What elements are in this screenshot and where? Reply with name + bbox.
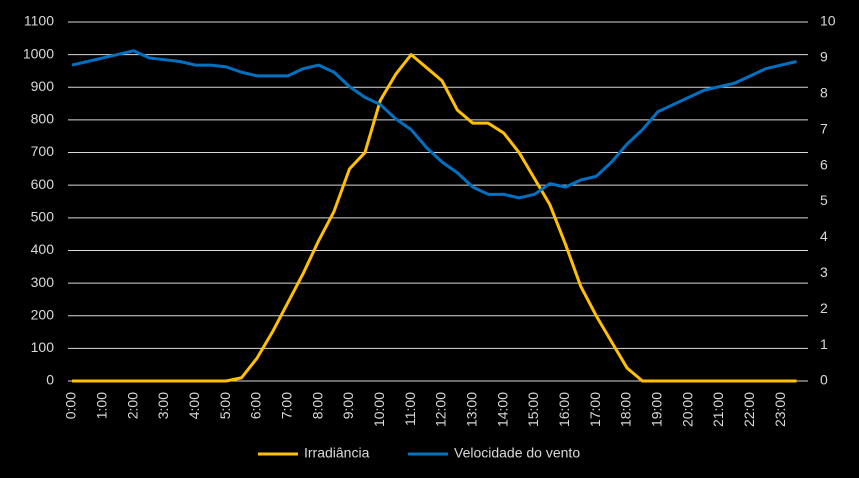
x-tick-label: 10:00 [371, 392, 387, 427]
y2-tick-label: 10 [820, 13, 836, 29]
y-tick-label: 400 [31, 241, 55, 257]
x-tick-label: 5:00 [217, 392, 233, 419]
x-tick-label: 8:00 [309, 392, 325, 419]
y-tick-label: 100 [31, 339, 55, 355]
series-line [71, 49, 797, 200]
x-tick-label: 9:00 [340, 392, 356, 419]
x-tick-label: 17:00 [587, 392, 603, 427]
y-tick-label: 0 [46, 372, 54, 388]
x-tick-label: 21:00 [710, 392, 726, 427]
y-tick-label: 700 [31, 143, 55, 159]
x-tick-label: 3:00 [155, 392, 171, 419]
x-tick-label: 14:00 [494, 392, 510, 427]
x-tick-label: 19:00 [649, 392, 665, 427]
y-tick-label: 300 [31, 274, 55, 290]
y2-tick-label: 2 [820, 300, 828, 316]
x-tick-label: 18:00 [618, 392, 634, 427]
x-tick-label: 11:00 [402, 392, 418, 426]
x-tick-label: 1:00 [94, 392, 110, 419]
y2-tick-label: 1 [820, 336, 828, 352]
y2-tick-label: 8 [820, 85, 828, 101]
y2-tick-label: 7 [820, 120, 828, 136]
legend-label: Velocidade do vento [454, 445, 580, 461]
y2-tick-label: 0 [820, 372, 828, 388]
x-tick-label: 22:00 [741, 392, 757, 427]
y-tick-label: 1000 [23, 45, 54, 61]
y2-tick-label: 3 [820, 264, 828, 280]
x-tick-label: 4:00 [186, 392, 202, 419]
y-tick-label: 1100 [24, 13, 54, 29]
series-line [72, 53, 797, 383]
x-tick-label: 12:00 [433, 392, 449, 427]
x-tick-label: 13:00 [464, 392, 480, 427]
x-tick-label: 0:00 [63, 392, 79, 419]
y2-tick-label: 5 [820, 192, 828, 208]
x-tick-label: 2:00 [124, 392, 140, 419]
x-tick-label: 16:00 [556, 392, 572, 427]
y2-tick-label: 9 [820, 49, 828, 65]
x-tick-label: 23:00 [772, 392, 788, 427]
legend-label: Irradiância [304, 445, 370, 461]
y-tick-label: 600 [31, 176, 55, 192]
x-tick-label: 6:00 [248, 392, 264, 419]
y-tick-label: 900 [31, 78, 55, 94]
y-tick-label: 500 [31, 209, 55, 225]
y2-tick-label: 4 [820, 228, 828, 244]
x-tick-label: 20:00 [679, 392, 695, 427]
y-tick-label: 200 [31, 306, 55, 322]
y2-tick-label: 6 [820, 156, 828, 172]
y-tick-label: 800 [31, 111, 55, 127]
x-tick-label: 15:00 [525, 392, 541, 427]
x-tick-label: 7:00 [279, 392, 295, 419]
